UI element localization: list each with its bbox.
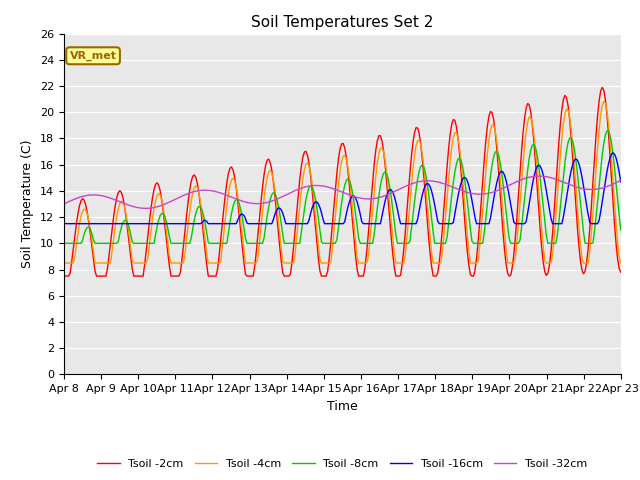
Tsoil -2cm [617, 269, 625, 275]
Tsoil -2cm [129, 266, 136, 272]
Tsoil -8cm [244, 240, 252, 246]
Tsoil -2cm [226, 165, 234, 171]
Tsoil -16cm [609, 150, 617, 156]
Tsoil -16cm [226, 221, 234, 227]
Tsoil -2cm [586, 226, 594, 232]
Tsoil -4cm [244, 260, 252, 266]
Tsoil -32cm [255, 201, 263, 206]
Tsoil -32cm [60, 201, 68, 207]
Tsoil -16cm [244, 221, 252, 227]
Tsoil -32cm [142, 205, 150, 211]
Tsoil -8cm [226, 219, 234, 225]
Tsoil -32cm [305, 183, 313, 189]
Tsoil -4cm [586, 248, 594, 254]
Tsoil -8cm [254, 240, 262, 246]
Line: Tsoil -16cm: Tsoil -16cm [64, 153, 621, 224]
Tsoil -8cm [586, 240, 594, 246]
Tsoil -4cm [60, 260, 68, 266]
Tsoil -8cm [60, 240, 68, 246]
Tsoil -32cm [617, 178, 625, 183]
Tsoil -32cm [246, 200, 254, 206]
Tsoil -4cm [226, 182, 234, 188]
Tsoil -4cm [303, 160, 311, 166]
Tsoil -8cm [129, 240, 136, 245]
Tsoil -16cm [303, 221, 311, 227]
X-axis label: Time: Time [327, 400, 358, 413]
Tsoil -8cm [303, 190, 311, 195]
Tsoil -4cm [254, 255, 262, 261]
Tsoil -2cm [254, 233, 262, 239]
Tsoil -8cm [605, 128, 612, 134]
Tsoil -16cm [617, 179, 625, 185]
Tsoil -8cm [617, 227, 625, 233]
Tsoil -4cm [617, 260, 625, 266]
Tsoil -16cm [586, 219, 594, 225]
Tsoil -16cm [129, 221, 136, 227]
Legend: Tsoil -2cm, Tsoil -4cm, Tsoil -8cm, Tsoil -16cm, Tsoil -32cm: Tsoil -2cm, Tsoil -4cm, Tsoil -8cm, Tsoi… [93, 455, 592, 474]
Tsoil -32cm [589, 187, 596, 192]
Title: Soil Temperatures Set 2: Soil Temperatures Set 2 [252, 15, 433, 30]
Tsoil -4cm [129, 257, 136, 263]
Tsoil -2cm [244, 273, 252, 279]
Line: Tsoil -8cm: Tsoil -8cm [64, 131, 621, 243]
Tsoil -2cm [598, 84, 606, 90]
Tsoil -2cm [303, 152, 311, 158]
Line: Tsoil -4cm: Tsoil -4cm [64, 101, 621, 263]
Tsoil -16cm [60, 221, 68, 227]
Line: Tsoil -2cm: Tsoil -2cm [64, 87, 621, 276]
Tsoil -2cm [60, 273, 68, 279]
Tsoil -32cm [228, 194, 236, 200]
Text: VR_met: VR_met [70, 51, 116, 61]
Tsoil -32cm [129, 204, 136, 209]
Tsoil -4cm [600, 98, 607, 104]
Tsoil -16cm [254, 221, 262, 227]
Tsoil -32cm [535, 173, 543, 179]
Y-axis label: Soil Temperature (C): Soil Temperature (C) [22, 140, 35, 268]
Line: Tsoil -32cm: Tsoil -32cm [64, 176, 621, 208]
